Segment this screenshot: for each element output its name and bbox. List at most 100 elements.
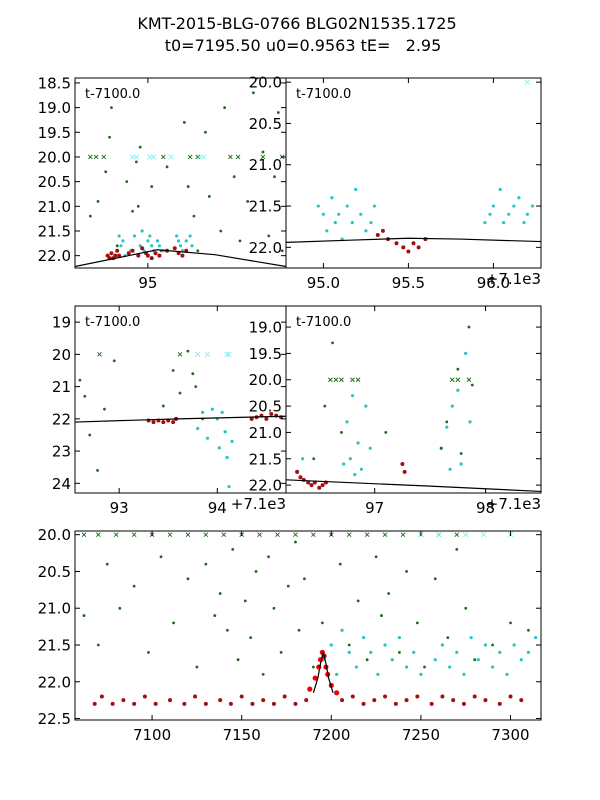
data-point-cross — [257, 532, 262, 537]
data-point — [295, 469, 300, 474]
data-point — [157, 253, 162, 258]
series-green — [88, 78, 284, 253]
data-point — [374, 555, 378, 559]
data-point — [249, 416, 254, 421]
data-point — [372, 698, 377, 703]
data-point — [440, 643, 445, 647]
y-tick-label: 19.0 — [249, 319, 282, 337]
data-point — [303, 577, 306, 581]
data-point — [527, 628, 530, 632]
data-point — [153, 251, 158, 256]
data-point-cross — [113, 532, 119, 537]
data-point — [361, 636, 366, 640]
data-point — [323, 404, 327, 408]
data-point — [132, 234, 137, 238]
data-point — [261, 673, 265, 676]
data-point — [282, 694, 287, 699]
corner-label: t-7100.0 — [85, 87, 140, 102]
data-point — [207, 195, 211, 198]
model-curve — [75, 249, 286, 268]
data-point — [498, 187, 502, 192]
data-point — [213, 614, 217, 617]
data-point-cross — [346, 532, 352, 537]
data-point — [147, 650, 150, 654]
data-point-cross — [203, 532, 209, 537]
data-point — [342, 462, 346, 466]
data-point — [204, 130, 207, 134]
data-point — [223, 106, 227, 110]
data-point — [509, 621, 512, 625]
data-point — [195, 665, 199, 669]
data-point — [96, 469, 99, 472]
data-point — [393, 701, 398, 706]
y-tick-label: 20.5 — [249, 115, 282, 133]
data-point — [400, 462, 405, 467]
data-point — [136, 253, 141, 258]
data-point — [304, 698, 309, 703]
data-point-cross — [400, 532, 406, 537]
data-point — [126, 251, 131, 256]
data-point-cross — [328, 377, 333, 383]
data-point — [380, 228, 385, 233]
series-green-cross — [328, 377, 472, 383]
y-tick-label: 21.5 — [249, 450, 282, 468]
data-point — [249, 636, 253, 640]
data-point — [297, 628, 301, 632]
data-point — [220, 410, 224, 414]
x-tick-label: 96.0 — [477, 274, 510, 292]
data-point-cross — [275, 532, 280, 537]
data-point — [364, 229, 368, 233]
data-point-cross — [364, 532, 370, 537]
data-point — [230, 439, 234, 444]
data-point — [359, 467, 363, 471]
series-red — [92, 694, 524, 706]
data-point — [354, 665, 358, 669]
data-point — [225, 628, 229, 632]
data-point-cross — [129, 154, 136, 160]
data-point — [146, 239, 150, 243]
x-tick-label: 7300 — [491, 726, 529, 744]
y-tick-label: 20.0 — [38, 526, 71, 544]
series-green-cross — [88, 154, 285, 160]
data-point — [456, 367, 460, 371]
data-point — [186, 185, 190, 188]
data-point-cross — [200, 154, 207, 160]
data-point — [359, 212, 363, 216]
y-tick-label: 19 — [52, 314, 71, 332]
data-point-cross — [133, 154, 140, 160]
data-point — [293, 701, 298, 706]
data-point — [146, 418, 151, 423]
data-point — [387, 592, 391, 595]
data-point — [134, 160, 138, 164]
data-point-cross — [93, 154, 99, 160]
data-point — [115, 244, 119, 248]
data-point — [150, 185, 154, 188]
data-point — [188, 234, 192, 238]
data-point — [402, 469, 407, 474]
data-point — [406, 249, 411, 254]
data-point — [530, 204, 535, 208]
data-point — [142, 694, 147, 699]
data-point — [119, 244, 123, 248]
data-point — [491, 643, 495, 647]
data-point — [103, 407, 106, 411]
data-point — [182, 121, 186, 124]
series-red — [105, 246, 189, 261]
data-point-cross — [455, 377, 461, 383]
data-point — [384, 431, 388, 434]
y-tick-label: 19.0 — [38, 99, 71, 117]
data-point — [456, 388, 460, 392]
x-tick-label: 95.0 — [307, 274, 340, 292]
data-point — [112, 359, 116, 363]
data-point-cross — [221, 532, 227, 537]
data-point — [286, 584, 290, 588]
axes-frame — [285, 77, 542, 269]
subplot-1: 18.5 19.0 19.5 20.0 20.5 21.0 21.5 22.0 95 t-7100… — [38, 74, 287, 292]
series-cyan-cross — [524, 79, 531, 85]
data-point — [415, 621, 419, 625]
axes-frame — [74, 530, 542, 721]
model-curve — [75, 415, 286, 423]
data-point — [340, 628, 344, 632]
data-point — [468, 420, 472, 424]
y-tick-label: 20 — [52, 346, 71, 364]
